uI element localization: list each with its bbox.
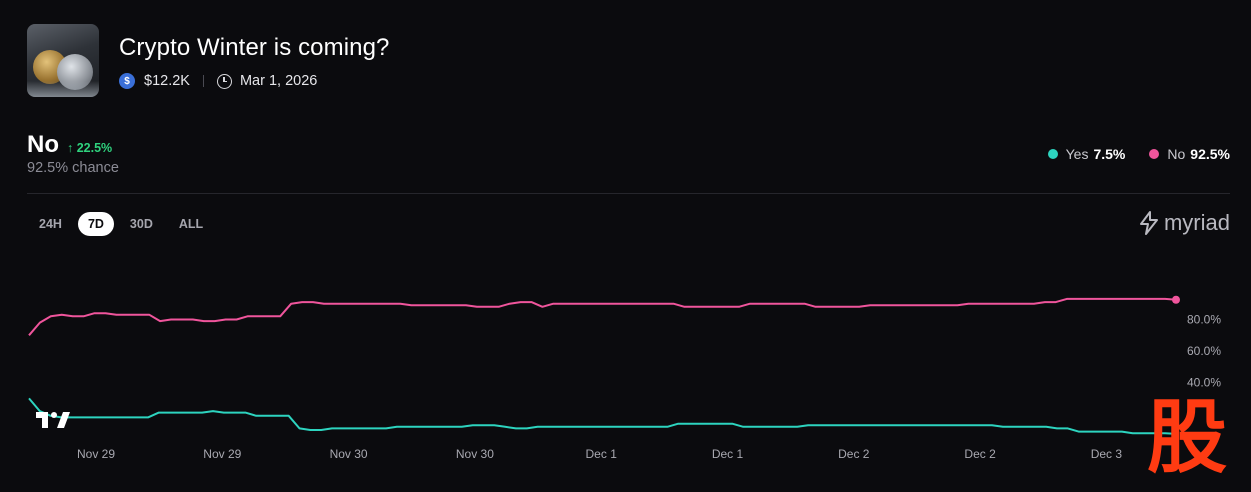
tab-24h[interactable]: 24H <box>39 217 62 231</box>
legend-label-yes: Yes <box>1065 146 1089 162</box>
series-line-no <box>28 297 1177 336</box>
outcome-name: No <box>27 131 59 158</box>
header-divider <box>27 193 1230 194</box>
legend-value-no: 92.5% <box>1190 146 1230 162</box>
series-line-yes <box>28 397 1177 435</box>
legend-dot-yes <box>1047 149 1058 159</box>
market-volume: $12.2K <box>144 73 190 89</box>
legend-value-yes: 7.5% <box>1093 146 1126 162</box>
outcome-delta: ↑ 22.5% <box>67 141 113 155</box>
legend-dot-no <box>1149 149 1160 159</box>
market-meta: $ $12.2K Mar 1, 2026 <box>119 71 317 91</box>
legend-label-no: No <box>1167 146 1186 162</box>
timeframe-tabs: 24H 7D 30D ALL <box>29 212 219 236</box>
brand-name: myriad <box>1163 210 1230 235</box>
x-tick-label: Nov 30 <box>456 447 494 461</box>
tab-30d[interactable]: 30D <box>129 217 153 231</box>
chart-legend: Yes 7.5% No 92.5% <box>1024 146 1230 162</box>
outcome-chance: 92.5% chance <box>27 160 119 176</box>
market-end-date: Mar 1, 2026 <box>239 73 318 89</box>
price-chart[interactable]: 80.0% 60.0% 40.0% Nov 29 Nov 29 Nov 30 Nov 30 D… <box>0 270 1251 470</box>
usdc-icon: $ <box>119 73 135 89</box>
tab-7d[interactable]: 7D <box>77 212 114 236</box>
x-tick-label: Dec 2 <box>964 447 996 461</box>
legend-item-no[interactable]: No 92.5% <box>1149 146 1230 162</box>
legend-item-yes[interactable]: Yes 7.5% <box>1047 146 1126 162</box>
x-tick-label: Nov 30 <box>330 447 368 461</box>
y-tick-label: 40.0% <box>1187 376 1221 390</box>
x-tick-label: Dec 3 <box>1091 447 1123 461</box>
y-tick-label: 60.0% <box>1187 344 1221 358</box>
market-title: Crypto Winter is coming? <box>119 34 390 61</box>
watermark-char: 股 <box>1147 395 1227 477</box>
tab-all[interactable]: ALL <box>178 217 204 231</box>
market-thumbnail <box>27 24 99 97</box>
meta-separator <box>202 75 204 87</box>
selected-outcome: No ↑ 22.5% <box>27 131 112 159</box>
x-tick-label: Dec 1 <box>712 447 744 461</box>
frost-decoration <box>27 81 99 97</box>
x-tick-label: Dec 1 <box>586 447 618 461</box>
tradingview-logo-icon <box>36 412 70 428</box>
x-tick-label: Dec 2 <box>838 447 870 461</box>
series-endpoint-no <box>1172 295 1180 304</box>
watermark-logo: 股 <box>1147 395 1227 477</box>
clock-icon <box>216 73 232 89</box>
myriad-logo-icon <box>1139 211 1158 235</box>
myriad-logo: myriad <box>1138 210 1230 236</box>
x-tick-label: Nov 29 <box>77 447 115 461</box>
x-tick-label: Nov 29 <box>203 447 241 461</box>
y-tick-label: 80.0% <box>1187 312 1221 326</box>
